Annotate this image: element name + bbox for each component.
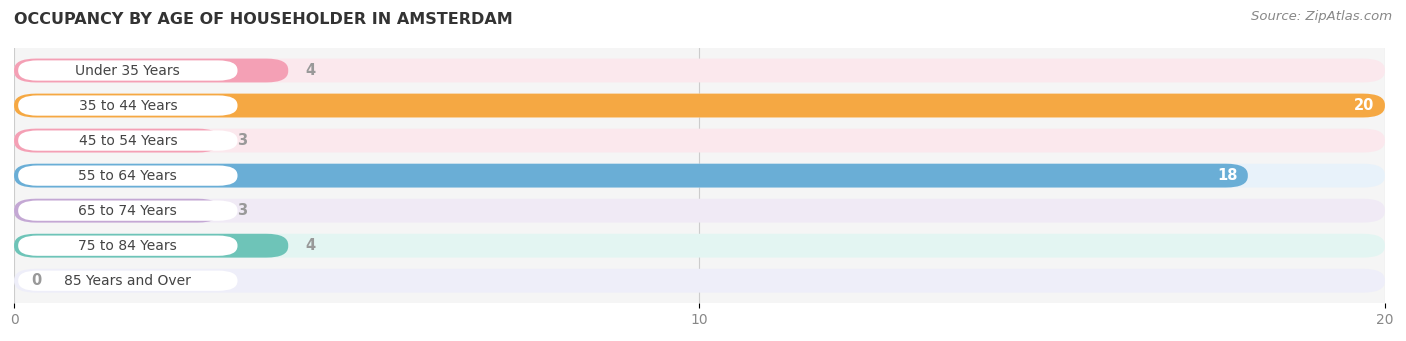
FancyBboxPatch shape (14, 164, 1385, 188)
Text: 3: 3 (236, 203, 247, 218)
Text: 20: 20 (1354, 98, 1375, 113)
FancyBboxPatch shape (14, 59, 288, 83)
FancyBboxPatch shape (14, 59, 1385, 83)
FancyBboxPatch shape (14, 199, 219, 223)
FancyBboxPatch shape (14, 199, 1385, 223)
FancyBboxPatch shape (18, 60, 238, 80)
FancyBboxPatch shape (18, 131, 238, 151)
Text: 4: 4 (305, 238, 315, 253)
FancyBboxPatch shape (14, 94, 1385, 117)
FancyBboxPatch shape (14, 269, 1385, 293)
FancyBboxPatch shape (18, 165, 238, 186)
Text: Source: ZipAtlas.com: Source: ZipAtlas.com (1251, 10, 1392, 23)
Text: 18: 18 (1218, 168, 1237, 183)
Text: 4: 4 (305, 63, 315, 78)
Text: 35 to 44 Years: 35 to 44 Years (79, 99, 177, 113)
FancyBboxPatch shape (18, 201, 238, 221)
FancyBboxPatch shape (14, 129, 1385, 152)
Text: 75 to 84 Years: 75 to 84 Years (79, 239, 177, 253)
Text: 3: 3 (236, 133, 247, 148)
FancyBboxPatch shape (14, 234, 1385, 257)
Text: OCCUPANCY BY AGE OF HOUSEHOLDER IN AMSTERDAM: OCCUPANCY BY AGE OF HOUSEHOLDER IN AMSTE… (14, 12, 513, 27)
Text: Under 35 Years: Under 35 Years (76, 63, 180, 77)
Text: 85 Years and Over: 85 Years and Over (65, 274, 191, 288)
FancyBboxPatch shape (14, 94, 1385, 117)
Text: 55 to 64 Years: 55 to 64 Years (79, 168, 177, 183)
FancyBboxPatch shape (14, 234, 288, 257)
FancyBboxPatch shape (14, 129, 219, 152)
FancyBboxPatch shape (18, 236, 238, 256)
FancyBboxPatch shape (18, 95, 238, 116)
Text: 0: 0 (31, 273, 41, 288)
Text: 65 to 74 Years: 65 to 74 Years (79, 204, 177, 218)
Text: 45 to 54 Years: 45 to 54 Years (79, 134, 177, 148)
FancyBboxPatch shape (18, 271, 238, 291)
FancyBboxPatch shape (14, 164, 1249, 188)
